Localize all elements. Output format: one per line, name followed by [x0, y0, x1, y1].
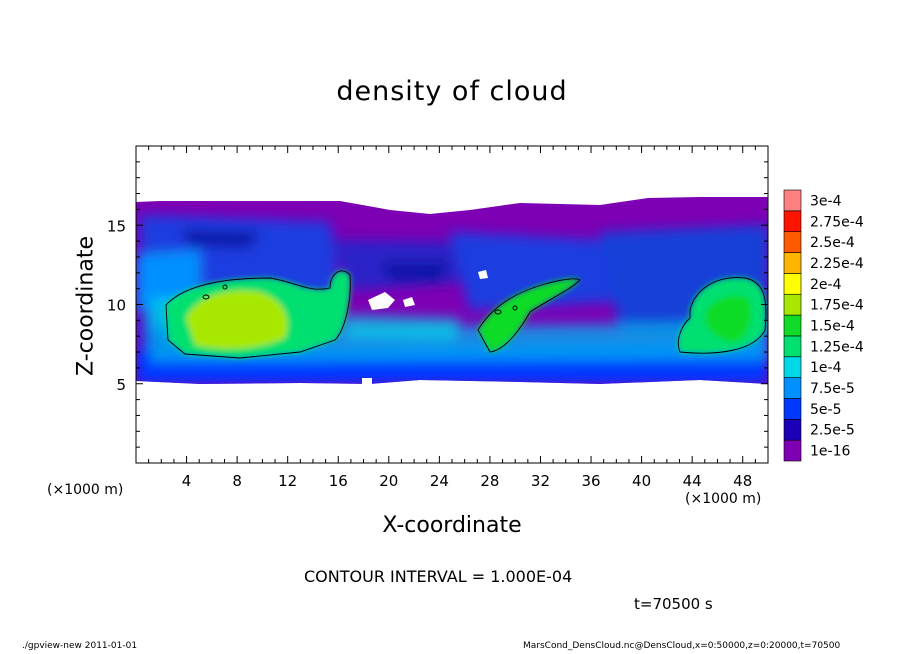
cloud-core-left-peak: [186, 290, 288, 350]
y-ticks: 5 10 15: [107, 161, 768, 448]
colorbar-label: 1e-16: [810, 444, 850, 460]
colorbar-swatch: [783, 189, 802, 212]
chart-title: density of cloud: [336, 76, 568, 107]
contour-interval-note: CONTOUR INTERVAL = 1.000E-04: [304, 567, 573, 586]
time-label: t=70500 s: [634, 595, 713, 613]
colorbar-label: 2.25e-4: [810, 256, 864, 272]
cloud-cyan-center: [340, 315, 460, 340]
colorbar-swatch: [783, 356, 802, 378]
colorbar-swatch: [783, 335, 802, 358]
colorbar-swatch: [783, 293, 802, 316]
x-tick-label: 28: [480, 472, 499, 490]
colorbar-swatch: [783, 273, 802, 295]
colorbar-label: 3e-4: [810, 193, 842, 209]
contour-right: [677, 277, 767, 354]
y-tick-label: 5: [116, 376, 126, 394]
y-tick-label: 10: [107, 297, 126, 315]
cloud-gaps: [362, 270, 488, 386]
colorbar-label: 1.25e-4: [810, 339, 864, 355]
colorbar-swatch: [783, 231, 802, 253]
colorbar-swatch: [783, 314, 802, 337]
contour-small-3: [494, 309, 502, 315]
colorbar-label: 1.75e-4: [810, 298, 864, 314]
colorbar-swatch: [783, 419, 802, 441]
x-tick-label: 12: [278, 472, 297, 490]
contour-lines: [165, 270, 767, 359]
colorbar-label: 1.5e-4: [810, 319, 855, 335]
contour-small-1: [202, 294, 210, 300]
contour-small-2: [222, 284, 228, 290]
colorbar-swatch: [783, 210, 802, 232]
x-unit-label-right: (×1000 m): [685, 491, 762, 507]
contour-small-4: [512, 305, 518, 311]
x-axis-title: X-coordinate: [382, 513, 522, 538]
x-tick-label: 48: [733, 472, 752, 490]
footer-right-info: MarsCond_DensCloud.nc@DensCloud,x=0:5000…: [523, 641, 841, 651]
colorbar-swatch: [783, 377, 802, 399]
cloud-upper-dark-2: [380, 262, 450, 282]
colorbar-label: 5e-5: [810, 402, 841, 418]
contour-left: [165, 270, 351, 359]
colorbar-label: 7.5e-5: [810, 381, 855, 397]
colorbar-label: 2e-4: [810, 277, 842, 293]
colorbar: 1e-16 2.5e-5 5e-5 7.5e-5 1e-4 1.25e-4 1.5e-4 1.…: [783, 189, 864, 462]
x-tick-label: 40: [632, 472, 651, 490]
x-ticks: 4 8 12 16 20 24 28 32 36 40 44 48: [148, 146, 756, 490]
x-tick-label: 16: [329, 472, 348, 490]
y-tick-label: 15: [107, 217, 126, 235]
x-tick-label: 4: [182, 472, 192, 490]
x-unit-label-left: (×1000 m): [47, 482, 124, 498]
x-tick-label: 36: [581, 472, 600, 490]
cloud-core-right-peak: [705, 295, 752, 342]
x-tick-label: 32: [531, 472, 550, 490]
cloud-upper-dark: [180, 230, 260, 248]
colorbar-swatch: [783, 252, 802, 274]
contour-center: [477, 278, 581, 353]
cloud-density-field: [136, 197, 768, 384]
x-tick-label: 24: [430, 472, 449, 490]
colorbar-label: 1e-4: [810, 360, 842, 376]
colorbar-label: 2.5e-5: [810, 423, 855, 439]
colorbar-swatch: [783, 439, 802, 462]
footer-left-info: ./gpview-new 2011-01-01: [22, 641, 138, 651]
x-tick-label: 44: [683, 472, 702, 490]
x-tick-label: 8: [232, 472, 242, 490]
colorbar-swatch: [783, 398, 802, 420]
colorbar-label: 2.5e-4: [810, 235, 855, 251]
x-tick-label: 20: [379, 472, 398, 490]
colorbar-label: 2.75e-4: [810, 214, 864, 230]
